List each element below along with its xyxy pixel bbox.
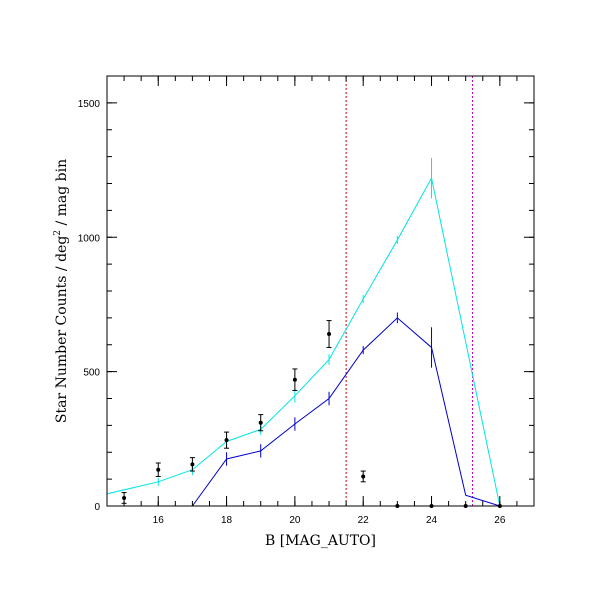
data-point xyxy=(122,495,127,500)
series-2 xyxy=(121,320,502,508)
data-point xyxy=(292,377,297,382)
labels: B [MAG_AUTO] Star Number Counts / deg2 /… xyxy=(53,159,376,549)
y-axis-label-main: Star Number Counts / deg xyxy=(54,236,70,423)
y-tick-label: 1000 xyxy=(78,233,101,244)
x-tick-label: 26 xyxy=(494,515,506,526)
data-point xyxy=(156,467,161,472)
ticks: 16 18 20 22 24 26 0 500 1000 1500 xyxy=(78,75,535,526)
y-axis-label-superscript: 2 xyxy=(53,230,63,236)
data-point xyxy=(258,420,263,425)
y-axis-label-rest: / mag bin xyxy=(54,159,70,230)
y-tick-label: 0 xyxy=(94,502,100,513)
x-tick-label: 16 xyxy=(153,515,165,526)
x-tick-label: 18 xyxy=(221,515,233,526)
y-tick-label: 500 xyxy=(83,368,100,379)
data-point xyxy=(224,438,229,443)
series-1 xyxy=(191,312,500,507)
x-axis-label: B [MAG_AUTO] xyxy=(265,533,376,549)
x-tick-label: 24 xyxy=(426,515,438,526)
y-axis-label: Star Number Counts / deg2 / mag bin xyxy=(53,159,70,423)
data-point xyxy=(327,332,332,336)
data-point xyxy=(190,462,195,467)
x-tick-label: 22 xyxy=(358,515,370,526)
y-tick-label: 1500 xyxy=(78,99,101,110)
series-line xyxy=(191,317,500,507)
x-tick-label: 20 xyxy=(289,515,301,526)
data-point xyxy=(361,474,366,479)
series-group xyxy=(106,157,502,508)
